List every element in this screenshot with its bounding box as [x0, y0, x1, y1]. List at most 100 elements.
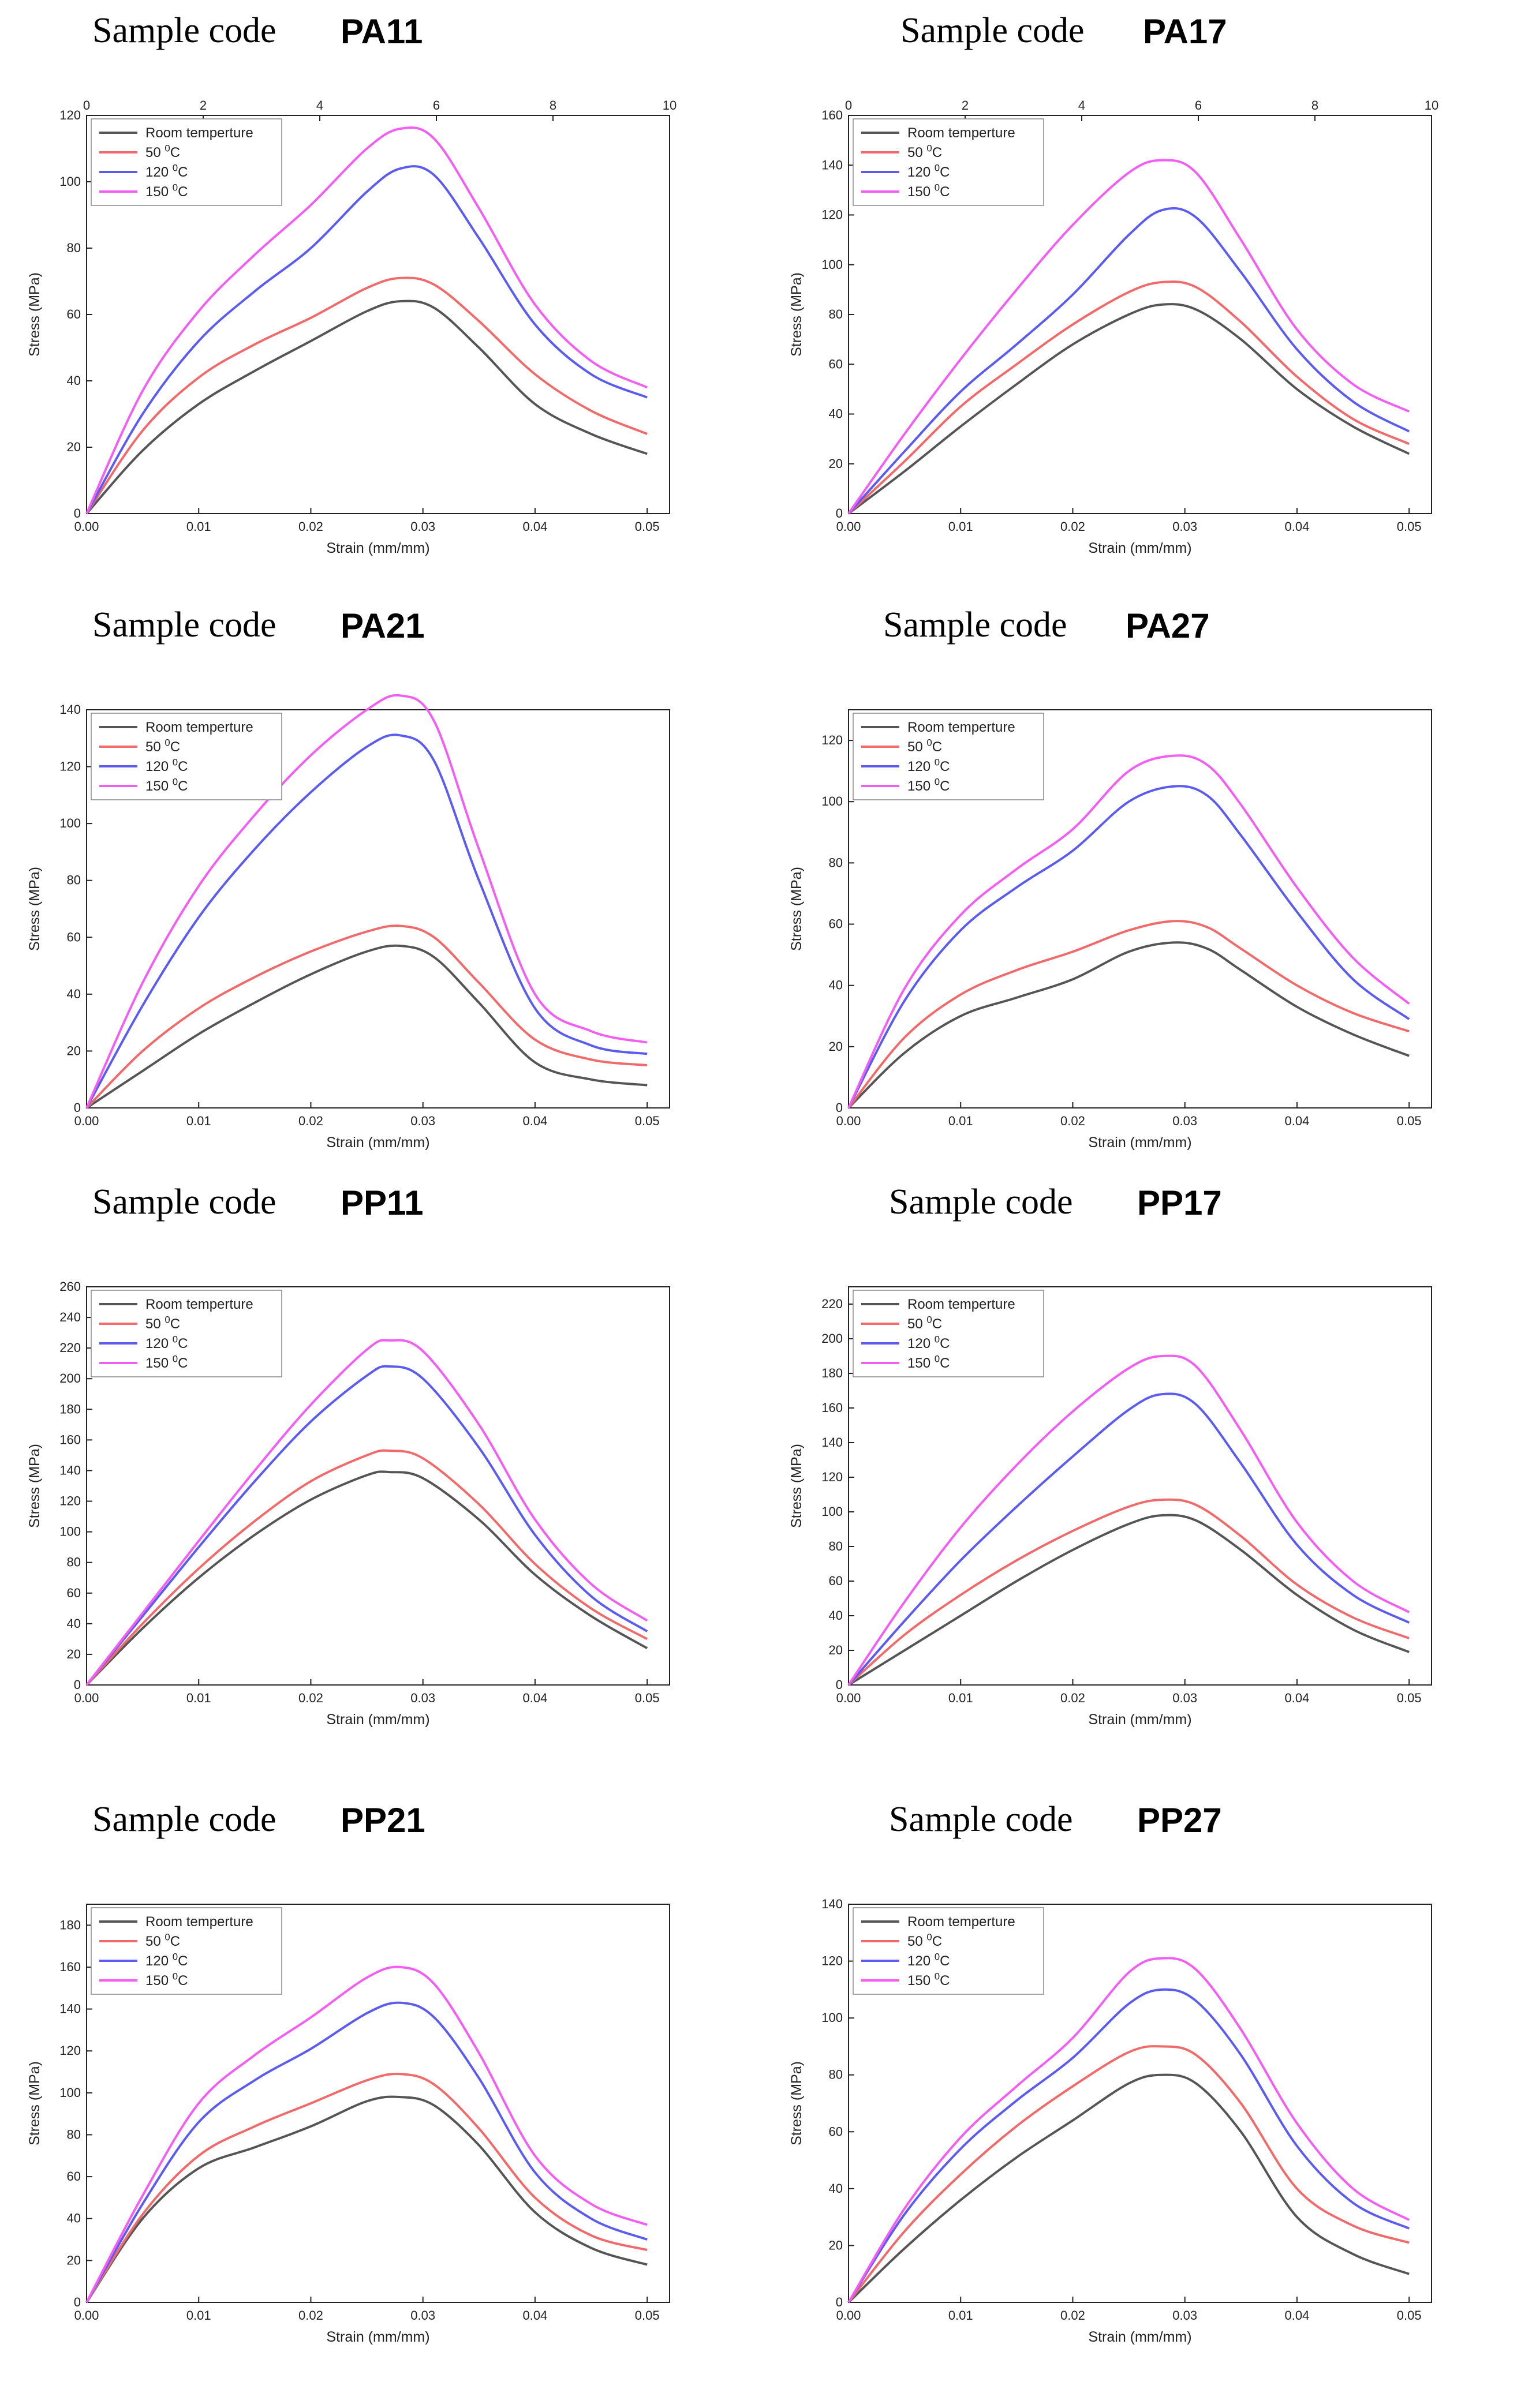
- y-tick-label: 160: [59, 1960, 81, 1974]
- x-tick-label: 0.03: [410, 1114, 435, 1128]
- y-tick-label: 140: [821, 1897, 843, 1911]
- x-tick-label: 0.04: [523, 519, 548, 534]
- legend-label: 120 0C: [145, 757, 188, 774]
- y-tick-label: 100: [821, 2010, 843, 2025]
- x-tick-label: 0.02: [298, 1691, 323, 1705]
- sample-label: Sample code: [889, 1800, 1073, 1839]
- series-line: [85, 924, 648, 1109]
- y-tick-label: 120: [59, 2043, 81, 2058]
- legend-label: 50 0C: [907, 143, 942, 160]
- y-tick-label: 220: [821, 1297, 843, 1311]
- legend-label: Room temperture: [907, 125, 1015, 141]
- y-tick-label: 60: [67, 307, 81, 321]
- legend-label: Room temperture: [145, 720, 253, 735]
- y-tick-label: 0: [836, 1677, 843, 1692]
- y-tick-label: 0: [74, 1677, 81, 1692]
- y-tick-label: 180: [821, 1366, 843, 1380]
- y-tick-label: 20: [67, 2253, 81, 2267]
- y-tick-label: 120: [821, 208, 843, 222]
- y-tick-label: 100: [59, 174, 81, 189]
- top-axis-tick-label: 10: [663, 98, 677, 113]
- y-tick-label: 60: [829, 2124, 843, 2139]
- y-tick-label: 80: [829, 855, 843, 870]
- y-tick-label: 60: [67, 930, 81, 944]
- series-line: [85, 944, 648, 1109]
- x-tick-label: 0.02: [298, 519, 323, 534]
- panel-heading: Sample code PA27: [768, 594, 1518, 658]
- y-tick-label: 40: [829, 978, 843, 993]
- chart-panel-pa17: Sample code PA17 0 20 40 60 80 100 120 140 160 0.…: [768, 0, 1518, 594]
- y-axis-label: Stress (MPa): [27, 867, 43, 951]
- series-line: [85, 1339, 648, 1686]
- x-tick-label: 0.00: [74, 1114, 99, 1128]
- top-axis-tick-label: 10: [1425, 98, 1438, 113]
- y-tick-label: 40: [67, 373, 81, 388]
- x-axis-label: Strain (mm/mm): [1088, 1134, 1191, 1151]
- panel-heading: Sample code PA21: [6, 594, 756, 658]
- x-tick-label: 0.05: [1397, 519, 1422, 534]
- panel-heading: Sample code PP27: [768, 1789, 1518, 1852]
- y-axis-label: Stress (MPa): [27, 2061, 43, 2145]
- y-tick-label: 200: [59, 1371, 81, 1385]
- y-tick-label: 0: [74, 1100, 81, 1115]
- legend-label: 50 0C: [145, 1931, 180, 1949]
- legend-label: Room temperture: [145, 1297, 253, 1312]
- x-tick-label: 0.04: [1285, 1691, 1310, 1705]
- y-tick-label: 140: [59, 702, 81, 717]
- top-axis-tick-label: 0: [845, 98, 852, 113]
- y-tick-label: 60: [829, 357, 843, 371]
- y-tick-label: 80: [829, 307, 843, 321]
- x-tick-label: 0.00: [836, 1114, 861, 1128]
- y-tick-label: 140: [821, 158, 843, 172]
- panel-heading: Sample code PA11: [6, 0, 756, 63]
- series-line: [847, 1498, 1410, 1686]
- x-axis-label: Strain (mm/mm): [326, 540, 429, 556]
- sample-code: PP21: [341, 1801, 425, 1840]
- legend-label: 50 0C: [145, 143, 180, 160]
- top-axis-tick-label: 8: [1311, 98, 1318, 113]
- stress-strain-chart: 0 20 40 60 80 100 120 140 0.00 0.01 0.02 0.03 0.04 0.…: [27, 694, 670, 1151]
- series-line: [847, 2073, 1410, 2304]
- x-tick-label: 0.03: [1172, 1691, 1197, 1705]
- y-tick-label: 0: [836, 2295, 843, 2309]
- legend-label: 120 0C: [907, 162, 950, 180]
- y-tick-label: 0: [74, 2295, 81, 2309]
- top-axis-tick-label: 2: [200, 98, 207, 113]
- stress-strain-chart: 0 20 40 60 80 100 120 140 160 180 200 220 0.00 0.01 0.…: [788, 1286, 1432, 1728]
- x-tick-label: 0.00: [836, 2308, 861, 2323]
- x-tick-label: 0.01: [948, 1691, 973, 1705]
- x-tick-label: 0.03: [1172, 2308, 1197, 2323]
- legend-label: 150 0C: [907, 1971, 950, 1988]
- x-tick-label: 0.02: [298, 1114, 323, 1128]
- series-line: [847, 2044, 1410, 2304]
- y-tick-label: 80: [829, 1539, 843, 1553]
- chart-panel-pa21: Sample code PA21 0 20 40 60 80 100 120 140 0.00 0…: [6, 594, 756, 1189]
- x-tick-label: 0.03: [410, 1691, 435, 1705]
- y-axis-label: Stress (MPa): [788, 2061, 805, 2145]
- sample-code: PA27: [1126, 606, 1210, 645]
- chart-panel-pp21: Sample code PP21 0 20 40 60 80 100 120 140 160 18…: [6, 1789, 756, 2383]
- sample-label: Sample code: [883, 605, 1067, 645]
- x-tick-label: 0.03: [410, 519, 435, 534]
- legend-label: 120 0C: [907, 1334, 950, 1351]
- top-axis-tick-label: 6: [1195, 98, 1202, 113]
- top-axis-tick-label: 4: [1078, 98, 1085, 113]
- top-axis-tick-label: 4: [316, 98, 323, 113]
- y-axis-label: Stress (MPa): [788, 867, 805, 951]
- legend-label: 150 0C: [145, 776, 188, 794]
- y-tick-label: 20: [829, 1643, 843, 1657]
- x-tick-label: 0.04: [523, 2308, 548, 2323]
- legend-label: 120 0C: [907, 757, 950, 774]
- series-line: [85, 733, 648, 1108]
- top-axis-tick-label: 0: [83, 98, 90, 113]
- chart-panel-pp11: Sample code PP11 0 20 40 60 80 100 120 140 160 18…: [6, 1171, 756, 1766]
- legend-label: 50 0C: [907, 737, 942, 755]
- series-line: [847, 1988, 1410, 2304]
- chart-panel-pa11: Sample code PA11 0 20 40 60 80 100 120 0.00 0.01…: [6, 0, 756, 594]
- legend-label: 150 0C: [145, 182, 188, 200]
- y-tick-label: 200: [821, 1331, 843, 1346]
- y-axis-label: Stress (MPa): [27, 1444, 43, 1528]
- y-tick-label: 260: [59, 1279, 81, 1294]
- x-tick-label: 0.01: [186, 519, 211, 534]
- y-tick-label: 80: [829, 2068, 843, 2082]
